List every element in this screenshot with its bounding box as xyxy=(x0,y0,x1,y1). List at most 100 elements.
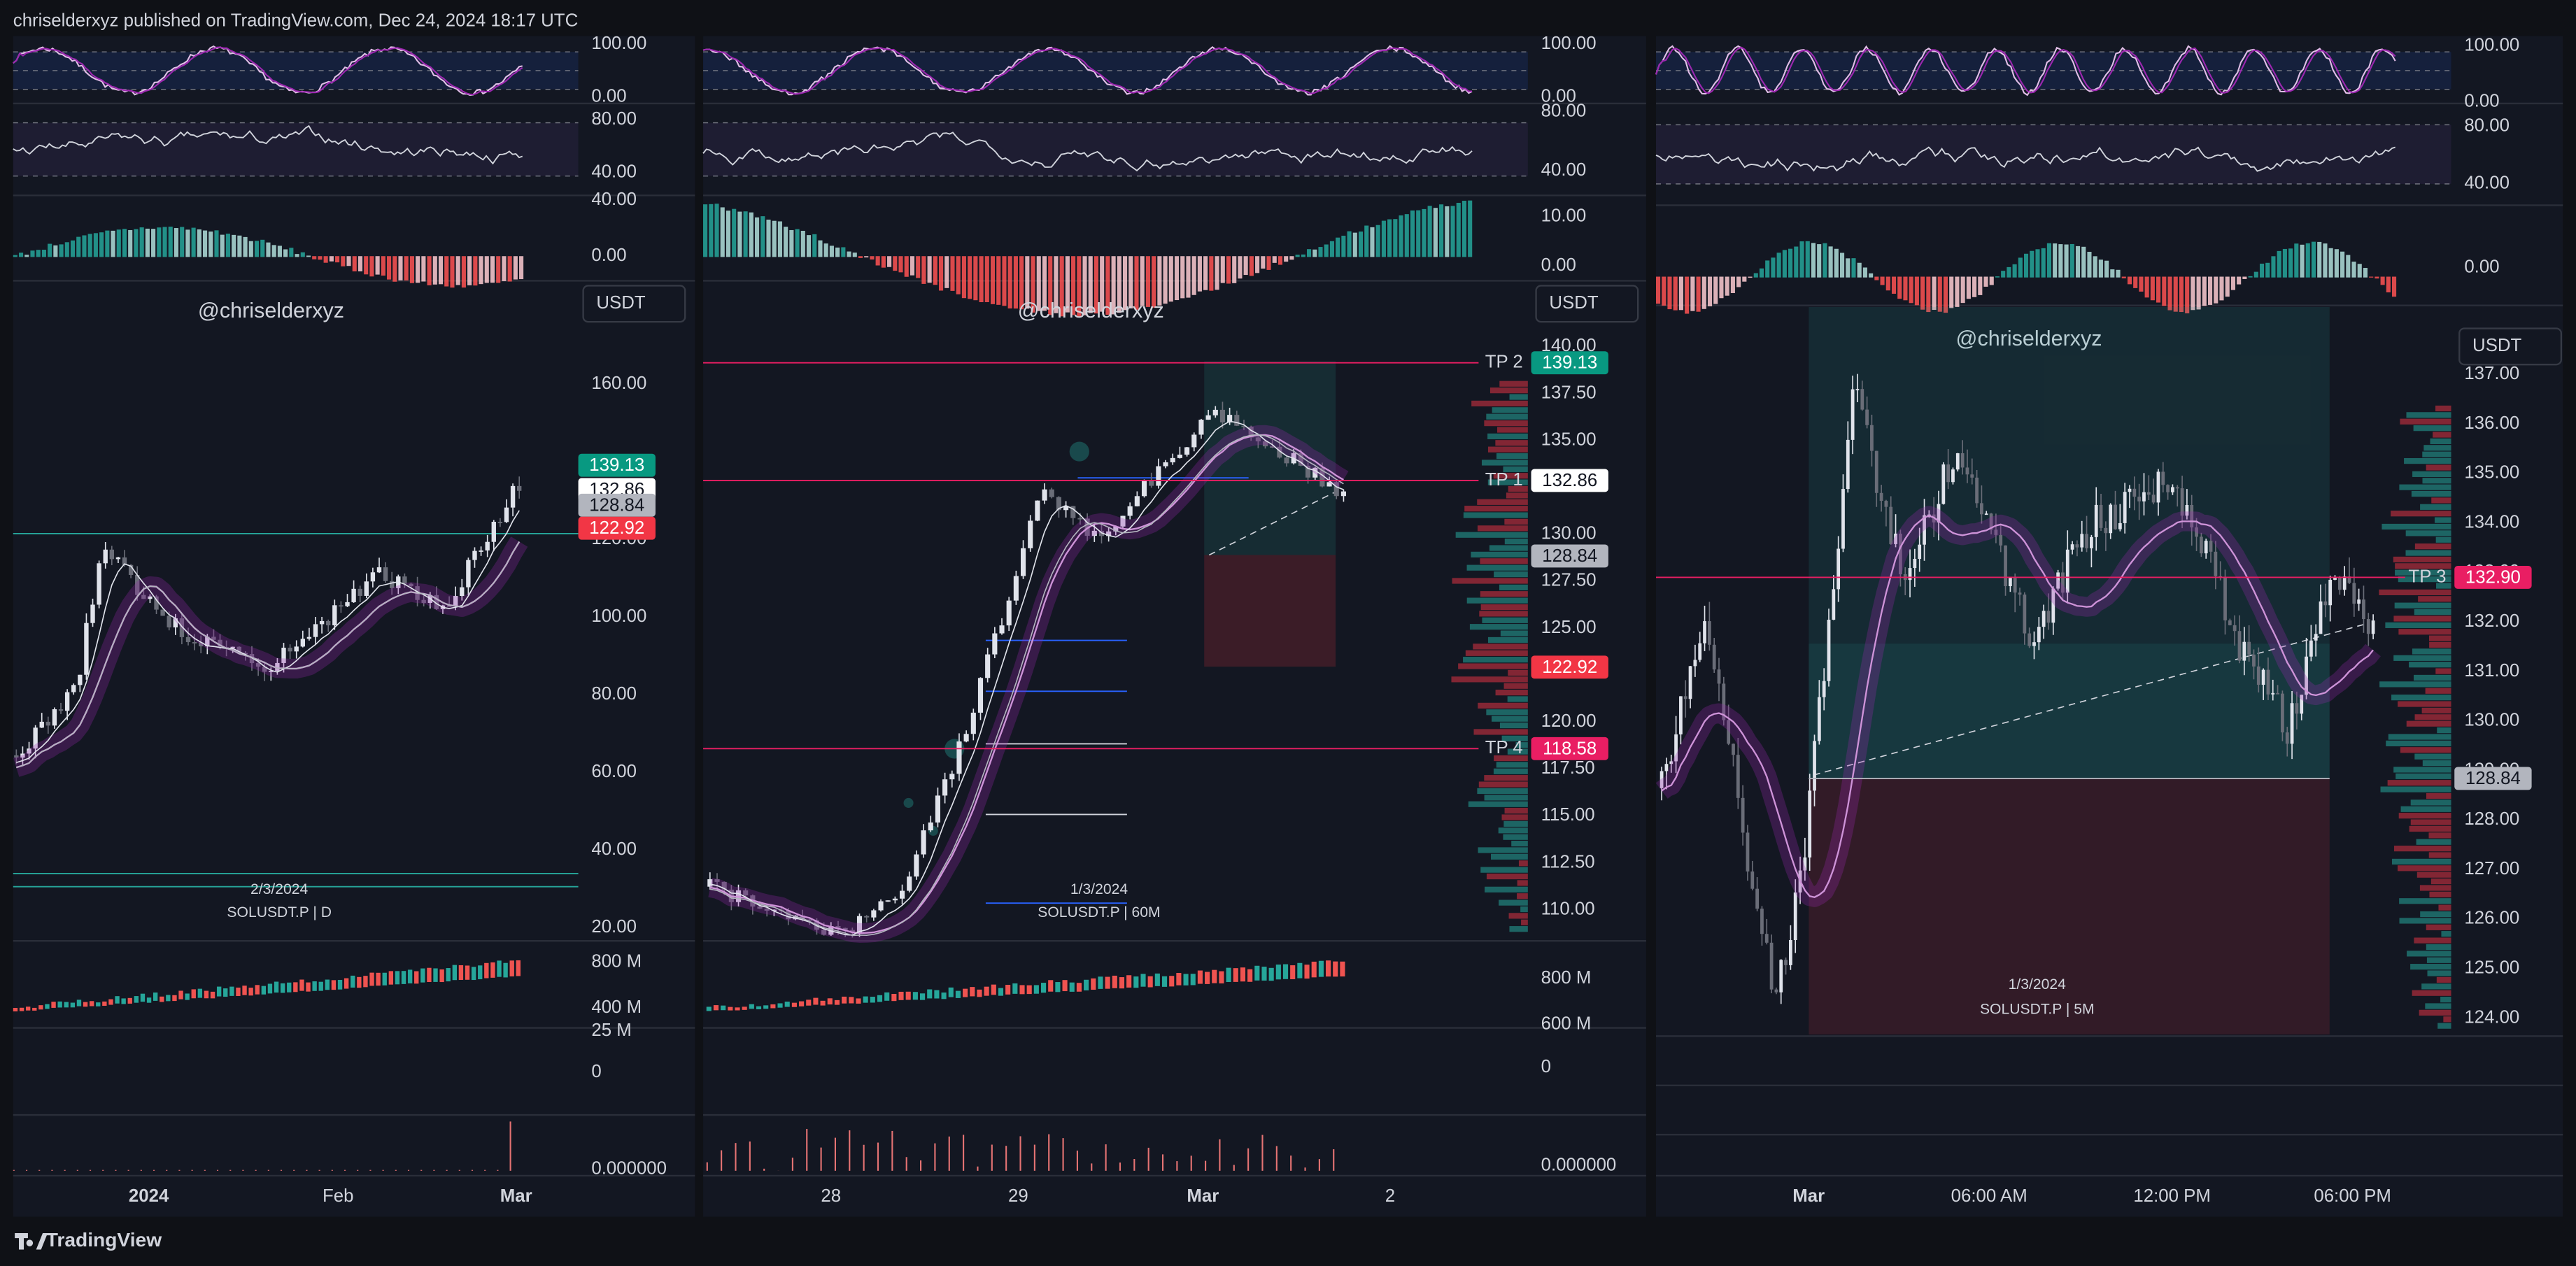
macd-bar xyxy=(479,256,483,285)
volume-bar xyxy=(70,1002,76,1008)
candle-body xyxy=(2328,579,2333,606)
volume-profile-bar xyxy=(1515,742,1528,748)
candle-body xyxy=(2347,576,2351,583)
volume-bar xyxy=(357,976,362,988)
macd-bar xyxy=(784,227,788,257)
price-tag-value: 128.84 xyxy=(2465,769,2521,788)
macd-bar xyxy=(2271,256,2276,278)
volume-profile-bar xyxy=(2379,681,2451,688)
macd-bar xyxy=(1186,256,1191,298)
candle-body xyxy=(122,557,127,565)
candle-body xyxy=(1846,439,1850,490)
volume-bar xyxy=(784,1002,790,1007)
candle-body xyxy=(275,662,280,671)
macd-bar xyxy=(2185,276,2190,313)
candle-body xyxy=(434,595,439,609)
macd-bar xyxy=(1828,246,1833,278)
volume-profile-bar xyxy=(1503,683,1528,689)
macd-bar xyxy=(1983,276,1988,287)
macd-bar xyxy=(2237,276,2242,285)
candle-body xyxy=(351,588,356,602)
candle-body xyxy=(2146,492,2151,495)
macd-bar xyxy=(203,230,208,257)
candle-body xyxy=(453,596,458,606)
target-label: TP 4 xyxy=(1485,738,1523,758)
volume-profile-bar xyxy=(2395,773,2451,779)
bottom-spike xyxy=(934,1143,936,1171)
volume-profile-bar xyxy=(1501,735,1528,741)
macd-bar xyxy=(214,230,219,257)
macd-bar xyxy=(939,256,944,291)
volume-tick-label: 800 M xyxy=(591,952,642,972)
macd-bar xyxy=(755,217,760,257)
volume-bar xyxy=(115,996,120,1004)
volume-bar xyxy=(223,988,228,997)
volume-profile-bar xyxy=(1481,460,1528,466)
macd-bar xyxy=(1088,256,1093,313)
candle-body xyxy=(402,576,407,584)
volume-profile-bar xyxy=(2394,602,2451,609)
macd-bar xyxy=(1261,256,1266,269)
volume-profile-bar xyxy=(2426,464,2451,471)
macd-bar xyxy=(2305,243,2310,278)
macd-bar xyxy=(749,212,753,257)
macd-bar xyxy=(341,256,346,266)
candle-body xyxy=(300,639,305,647)
candle-body xyxy=(2037,627,2041,643)
volume-profile-bar xyxy=(2414,609,2451,616)
candle-body xyxy=(90,604,95,623)
macd-bar xyxy=(329,256,334,262)
chart-panel: @chriselderxyz USDT 1/3/2024 SOLUSDT.P | 60… xyxy=(702,34,1646,1217)
volume-profile-bar xyxy=(1484,795,1528,801)
candle-body xyxy=(928,822,933,831)
volume-profile-bar xyxy=(2425,1003,2451,1009)
currency-button[interactable] xyxy=(2458,327,2563,366)
candle-body xyxy=(1779,960,1783,993)
macd-bar xyxy=(898,256,903,273)
bottom-spike xyxy=(977,1166,979,1171)
macd-bar xyxy=(232,234,236,257)
bottom-spike xyxy=(115,1169,117,1171)
rsi-tick-label: 80.00 xyxy=(2464,116,2510,136)
macd-bar xyxy=(1203,256,1208,290)
macd-bar xyxy=(82,235,87,257)
macd-bar xyxy=(2277,250,2281,278)
currency-button[interactable] xyxy=(1535,285,1639,323)
candle-body xyxy=(1774,989,1778,993)
volume-bar xyxy=(1026,985,1032,995)
volume-bar xyxy=(140,993,146,1002)
macd-bar xyxy=(455,256,460,285)
volume-profile-bar xyxy=(1504,808,1528,814)
volume-profile-bar xyxy=(2436,976,2451,983)
macd-bar xyxy=(2311,241,2316,278)
macd-bar xyxy=(1117,256,1121,313)
volume-profile-bar xyxy=(1504,518,1528,525)
candle-body xyxy=(269,671,274,672)
bottom-spike xyxy=(820,1147,822,1171)
volume-profile-bar xyxy=(2380,786,2451,792)
candle-body xyxy=(249,654,255,664)
volume-bar xyxy=(414,971,419,984)
macd-bar xyxy=(157,227,162,257)
ma-mid xyxy=(709,434,1344,937)
currency-button[interactable] xyxy=(582,285,686,323)
macd-bar xyxy=(1799,241,1804,278)
candle-body xyxy=(2242,641,2246,661)
candle-body xyxy=(1813,741,1816,791)
candle-body xyxy=(1134,496,1140,506)
candle-body xyxy=(358,588,362,596)
price-tick-label: 125.00 xyxy=(2464,958,2519,978)
candle-body xyxy=(757,906,763,909)
volume-profile-bar xyxy=(1477,499,1528,505)
volume-bar xyxy=(898,991,904,1000)
macd-bar xyxy=(2110,269,2115,278)
price-tick-label: 126.00 xyxy=(2464,909,2519,928)
macd-bar xyxy=(2133,276,2138,288)
candle-body xyxy=(1970,474,1974,478)
candle-body xyxy=(2295,703,2299,714)
candle-body xyxy=(807,919,812,921)
price-tick-label: 120.00 xyxy=(1541,711,1597,731)
target-label: TP 2 xyxy=(1485,353,1523,372)
candle-body xyxy=(1946,464,1951,483)
price-tag xyxy=(2454,767,2532,790)
